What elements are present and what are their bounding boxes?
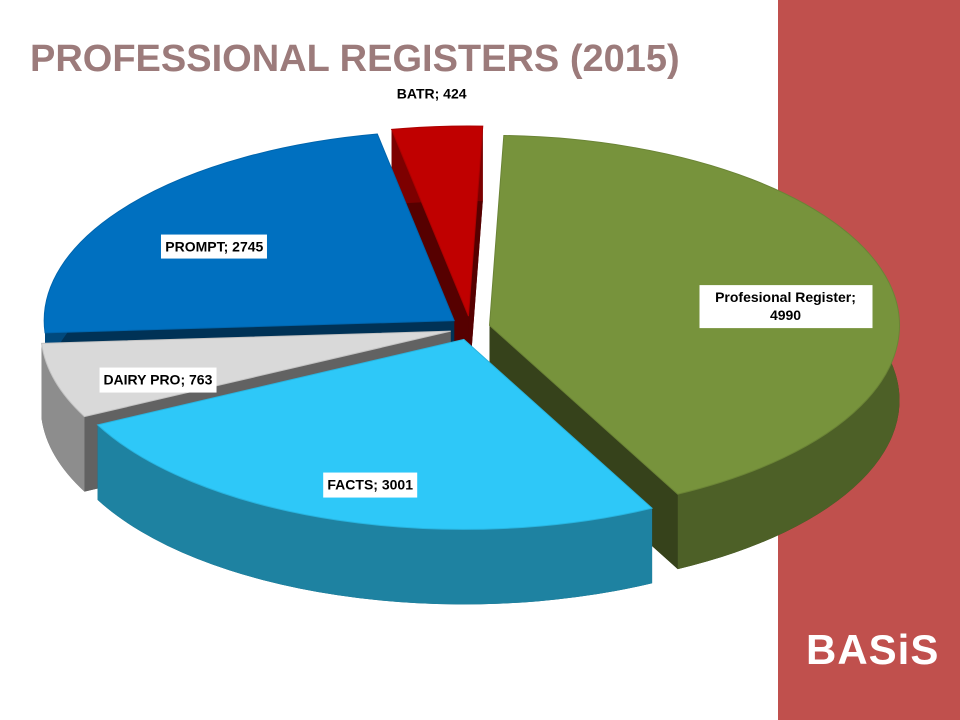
slice [390,125,484,317]
logo: BASiS [806,626,940,673]
slice [488,134,900,495]
slice [40,330,451,418]
chart-title: PROFESSIONAL REGISTERS (2015) [30,38,680,80]
slice-side [97,424,653,605]
data-label: FACTS; 3001 [323,472,417,498]
slice [43,133,455,334]
slice [96,338,654,530]
data-label: BATR; 424 [396,85,467,102]
data-label: DAIRY PRO; 763 [99,367,217,393]
data-label: Profesional Register; 4990 [699,284,873,329]
data-label: PROMPT; 2745 [161,234,268,259]
slice-side [41,343,85,492]
